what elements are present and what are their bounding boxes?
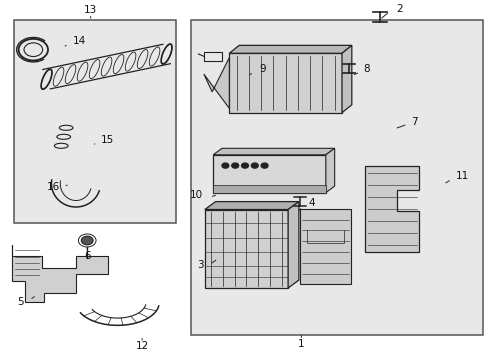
Polygon shape	[213, 148, 335, 155]
Bar	[191, 20, 483, 335]
Text: 4: 4	[309, 198, 316, 208]
Circle shape	[251, 163, 258, 168]
Text: 6: 6	[84, 251, 91, 261]
Polygon shape	[365, 166, 419, 252]
Polygon shape	[229, 45, 352, 53]
Text: 12: 12	[135, 341, 149, 351]
Text: 7: 7	[412, 117, 418, 127]
Bar	[213, 155, 326, 193]
Bar	[204, 52, 222, 61]
Text: 14: 14	[73, 36, 86, 46]
Circle shape	[222, 163, 229, 168]
Text: 2: 2	[396, 4, 403, 14]
Text: 11: 11	[456, 171, 469, 181]
Text: 16: 16	[47, 182, 60, 192]
Bar	[14, 20, 176, 223]
Polygon shape	[204, 58, 229, 108]
Text: 3: 3	[196, 260, 203, 270]
Circle shape	[81, 236, 93, 245]
Text: 15: 15	[100, 135, 114, 145]
Text: 5: 5	[17, 297, 24, 307]
Text: 10: 10	[190, 190, 203, 200]
Bar	[300, 209, 351, 284]
Polygon shape	[12, 245, 108, 302]
Text: 9: 9	[260, 64, 267, 74]
Bar	[229, 53, 342, 113]
Polygon shape	[205, 202, 299, 210]
Bar	[205, 210, 288, 288]
Polygon shape	[288, 202, 299, 288]
Polygon shape	[342, 45, 352, 113]
Polygon shape	[326, 148, 335, 193]
Bar	[213, 185, 326, 193]
Text: 8: 8	[364, 64, 370, 74]
Circle shape	[261, 163, 268, 168]
Text: 13: 13	[84, 5, 98, 15]
Circle shape	[242, 163, 248, 168]
Circle shape	[232, 163, 239, 168]
Text: 1: 1	[298, 339, 305, 349]
